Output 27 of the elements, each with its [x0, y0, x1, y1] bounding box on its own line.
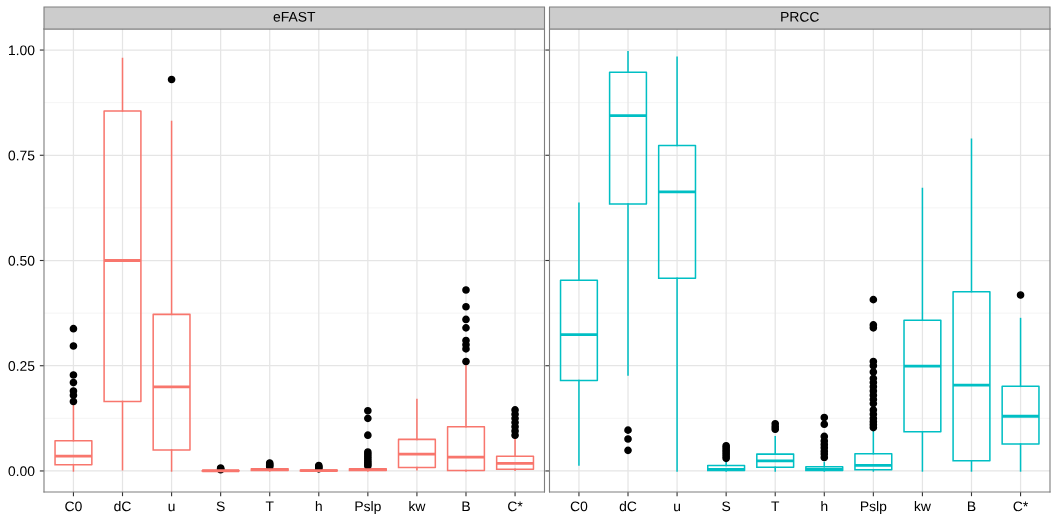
x-tick-label: h: [315, 501, 322, 512]
x-tick-label: B: [968, 501, 976, 512]
x-tick-label: kw: [409, 501, 426, 512]
x-tick-label: T: [265, 501, 274, 512]
x-tick-label: C0: [570, 501, 588, 512]
x-tick-label: h: [821, 501, 828, 512]
x-tick-label: T: [771, 501, 780, 512]
x-tick-label: Pslp: [860, 501, 887, 514]
x-tick-label: kw: [914, 501, 931, 512]
x-tick-label: u: [168, 503, 175, 512]
x-tick-label: u: [674, 503, 681, 512]
chart-title: PRCC: [781, 11, 819, 22]
x-tick-label: B: [462, 501, 470, 512]
y-tick-label: 0.00: [8, 466, 35, 477]
x-tick-label: S: [216, 501, 225, 512]
y-tick-label: 1.00: [9, 45, 35, 56]
y-tick-label: 0.50: [8, 255, 35, 266]
chart-title: eFAST: [273, 11, 316, 22]
x-tick-label: C0: [65, 501, 82, 512]
y-tick-label: 0.25: [8, 361, 35, 371]
x-tick-label: C*: [1013, 501, 1029, 512]
x-tick-label: S: [722, 501, 731, 512]
y-tick-label: 0.75: [8, 150, 35, 161]
x-tick-label: Pslp: [355, 501, 381, 514]
x-tick-label: C*: [508, 501, 523, 512]
x-tick-label: dC: [114, 501, 131, 512]
x-tick-label: dC: [619, 501, 637, 512]
